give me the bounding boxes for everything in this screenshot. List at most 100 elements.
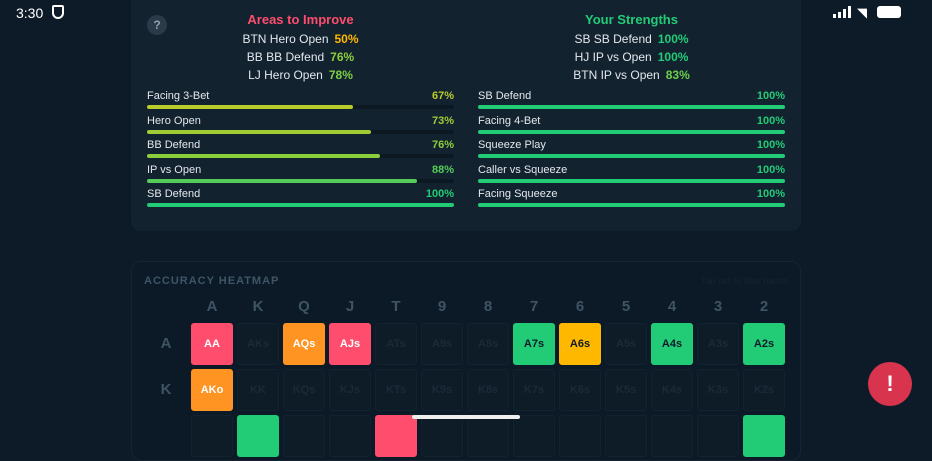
heatmap-cell[interactable]: A3s [697,323,739,365]
battery-icon [877,6,901,18]
heatmap-cell[interactable]: K4s [651,369,693,411]
heatmap-cell[interactable]: K7s [513,369,555,411]
progress-track [147,178,454,183]
heatmap-cell[interactable] [651,415,693,457]
highlight-item: SB SB Defend 100% [478,30,785,48]
heatmap-cell[interactable] [559,415,601,457]
heatmap-title: ACCURACY HEATMAP [144,275,280,287]
category-bar[interactable]: Hero Open 73% [147,115,454,140]
heatmap-cell[interactable] [283,415,325,457]
category-label: IP vs Open [147,163,202,176]
home-indicator[interactable] [412,415,520,419]
category-bar[interactable]: IP vs Open 88% [147,164,454,189]
heatmap-cell[interactable]: A6s [559,323,601,365]
row-header: K [160,381,172,398]
heatmap-cell[interactable]: ATs [375,323,417,365]
progress-fill [478,203,785,207]
heatmap-cell[interactable]: A2s [743,323,785,365]
column-header: 9 [437,298,447,315]
progress-track [478,203,785,207]
progress-fill [478,105,785,109]
heatmap-cell[interactable] [421,415,463,457]
heatmap-cell[interactable] [191,415,233,457]
heatmap-cell[interactable]: AJs [329,323,371,365]
heatmap-cell[interactable]: K9s [421,369,463,411]
progress-fill [147,105,353,109]
heatmap-cell[interactable] [697,415,739,457]
category-bar[interactable]: SB Defend 100% [147,188,454,213]
highlight-value: 50% [334,32,359,46]
category-bars: SB Defend 100% Facing 4-Bet 100% Squeeze Pla… [478,90,785,213]
progress-fill [147,203,454,207]
progress-track [147,105,454,109]
heatmap-cell[interactable] [237,415,279,457]
category-label: Squeeze Play [478,139,546,151]
highlight-value: 100% [657,50,689,64]
heatmap-cell[interactable] [513,415,555,457]
row-header: A [160,335,172,352]
heatmap-cell[interactable]: KK [237,369,279,411]
heatmap-cell[interactable]: A7s [513,323,555,365]
category-value: 100% [756,139,785,151]
heatmap-cell[interactable]: KQs [283,369,325,411]
heatmap-cell[interactable] [605,415,647,457]
heatmap-cell[interactable]: A8s [467,323,509,365]
your-strengths: Your Strengths SB SB Defend 100% HJ IP vs … [478,12,785,213]
report-button[interactable]: ! [868,362,912,406]
heatmap-cell[interactable]: KTs [375,369,417,411]
heatmap-cell[interactable]: K5s [605,369,647,411]
column-header: 4 [667,298,677,315]
highlight-label: BTN IP vs Open [573,68,660,82]
category-bar[interactable]: SB Defend 100% [478,90,785,115]
heatmap-cell[interactable]: AQs [283,323,325,365]
column-header: T [391,298,401,315]
category-value: 73% [431,114,454,127]
progress-track [478,154,785,158]
heatmap-cell[interactable]: A5s [605,323,647,365]
category-label: Caller vs Squeeze [478,163,568,176]
category-label: Facing 3-Bet [147,90,210,102]
category-bar[interactable]: Squeeze Play 100% [478,139,785,164]
progress-fill [147,178,418,183]
category-bar[interactable]: Facing 3-Bet 67% [147,90,454,115]
column-header: J [345,298,355,315]
summary-card: ? Areas to Improve BTN Hero Open 50% BB BB… [131,0,801,231]
category-label: SB Defend [147,188,201,200]
category-label: SB Defend [478,90,532,102]
category-label: Facing Squeeze [478,188,558,200]
heatmap-cell[interactable]: K2s [743,369,785,411]
highlight-item: BTN Hero Open 50% [147,30,454,48]
signal-icon [833,6,851,18]
heatmap-cell[interactable]: K3s [697,369,739,411]
category-bar[interactable]: Facing 4-Bet 100% [478,115,785,140]
heatmap-cell[interactable]: A9s [421,323,463,365]
category-value: 100% [756,188,785,200]
heatmap-cell[interactable]: KJs [329,369,371,411]
areas-to-improve: Areas to Improve BTN Hero Open 50% BB BB D… [147,12,454,213]
heatmap-cell[interactable]: K6s [559,369,601,411]
heatmap-cell[interactable]: AKs [237,323,279,365]
heatmap-cell[interactable]: AKo [191,369,233,411]
highlight-label: BB BB Defend [246,50,325,64]
heatmap-cell[interactable]: AA [191,323,233,365]
category-value: 88% [431,163,454,176]
heatmap-cell[interactable]: K8s [467,369,509,411]
heatmap-cell[interactable]: A4s [651,323,693,365]
progress-track [478,129,785,134]
category-bar[interactable]: Caller vs Squeeze 100% [478,164,785,189]
progress-track [147,203,454,207]
category-bar[interactable]: Facing Squeeze 100% [478,188,785,213]
category-bar[interactable]: BB Defend 76% [147,139,454,164]
heatmap-cell[interactable] [375,415,417,457]
column-header: 6 [575,298,585,315]
category-bars: Facing 3-Bet 67% Hero Open 73% BB Defend 76% I… [147,90,454,213]
heatmap-cell[interactable] [467,415,509,457]
help-button[interactable]: ? [147,15,167,35]
progress-fill [478,154,785,158]
accuracy-heatmap: ACCURACY HEATMAP Tap cell to filter hand… [131,261,801,461]
clock: 3:30 [16,5,44,21]
category-label: BB Defend [147,139,201,151]
heatmap-cell[interactable] [329,415,371,457]
heatmap-cell[interactable] [743,415,785,457]
column-header: K [252,298,264,315]
